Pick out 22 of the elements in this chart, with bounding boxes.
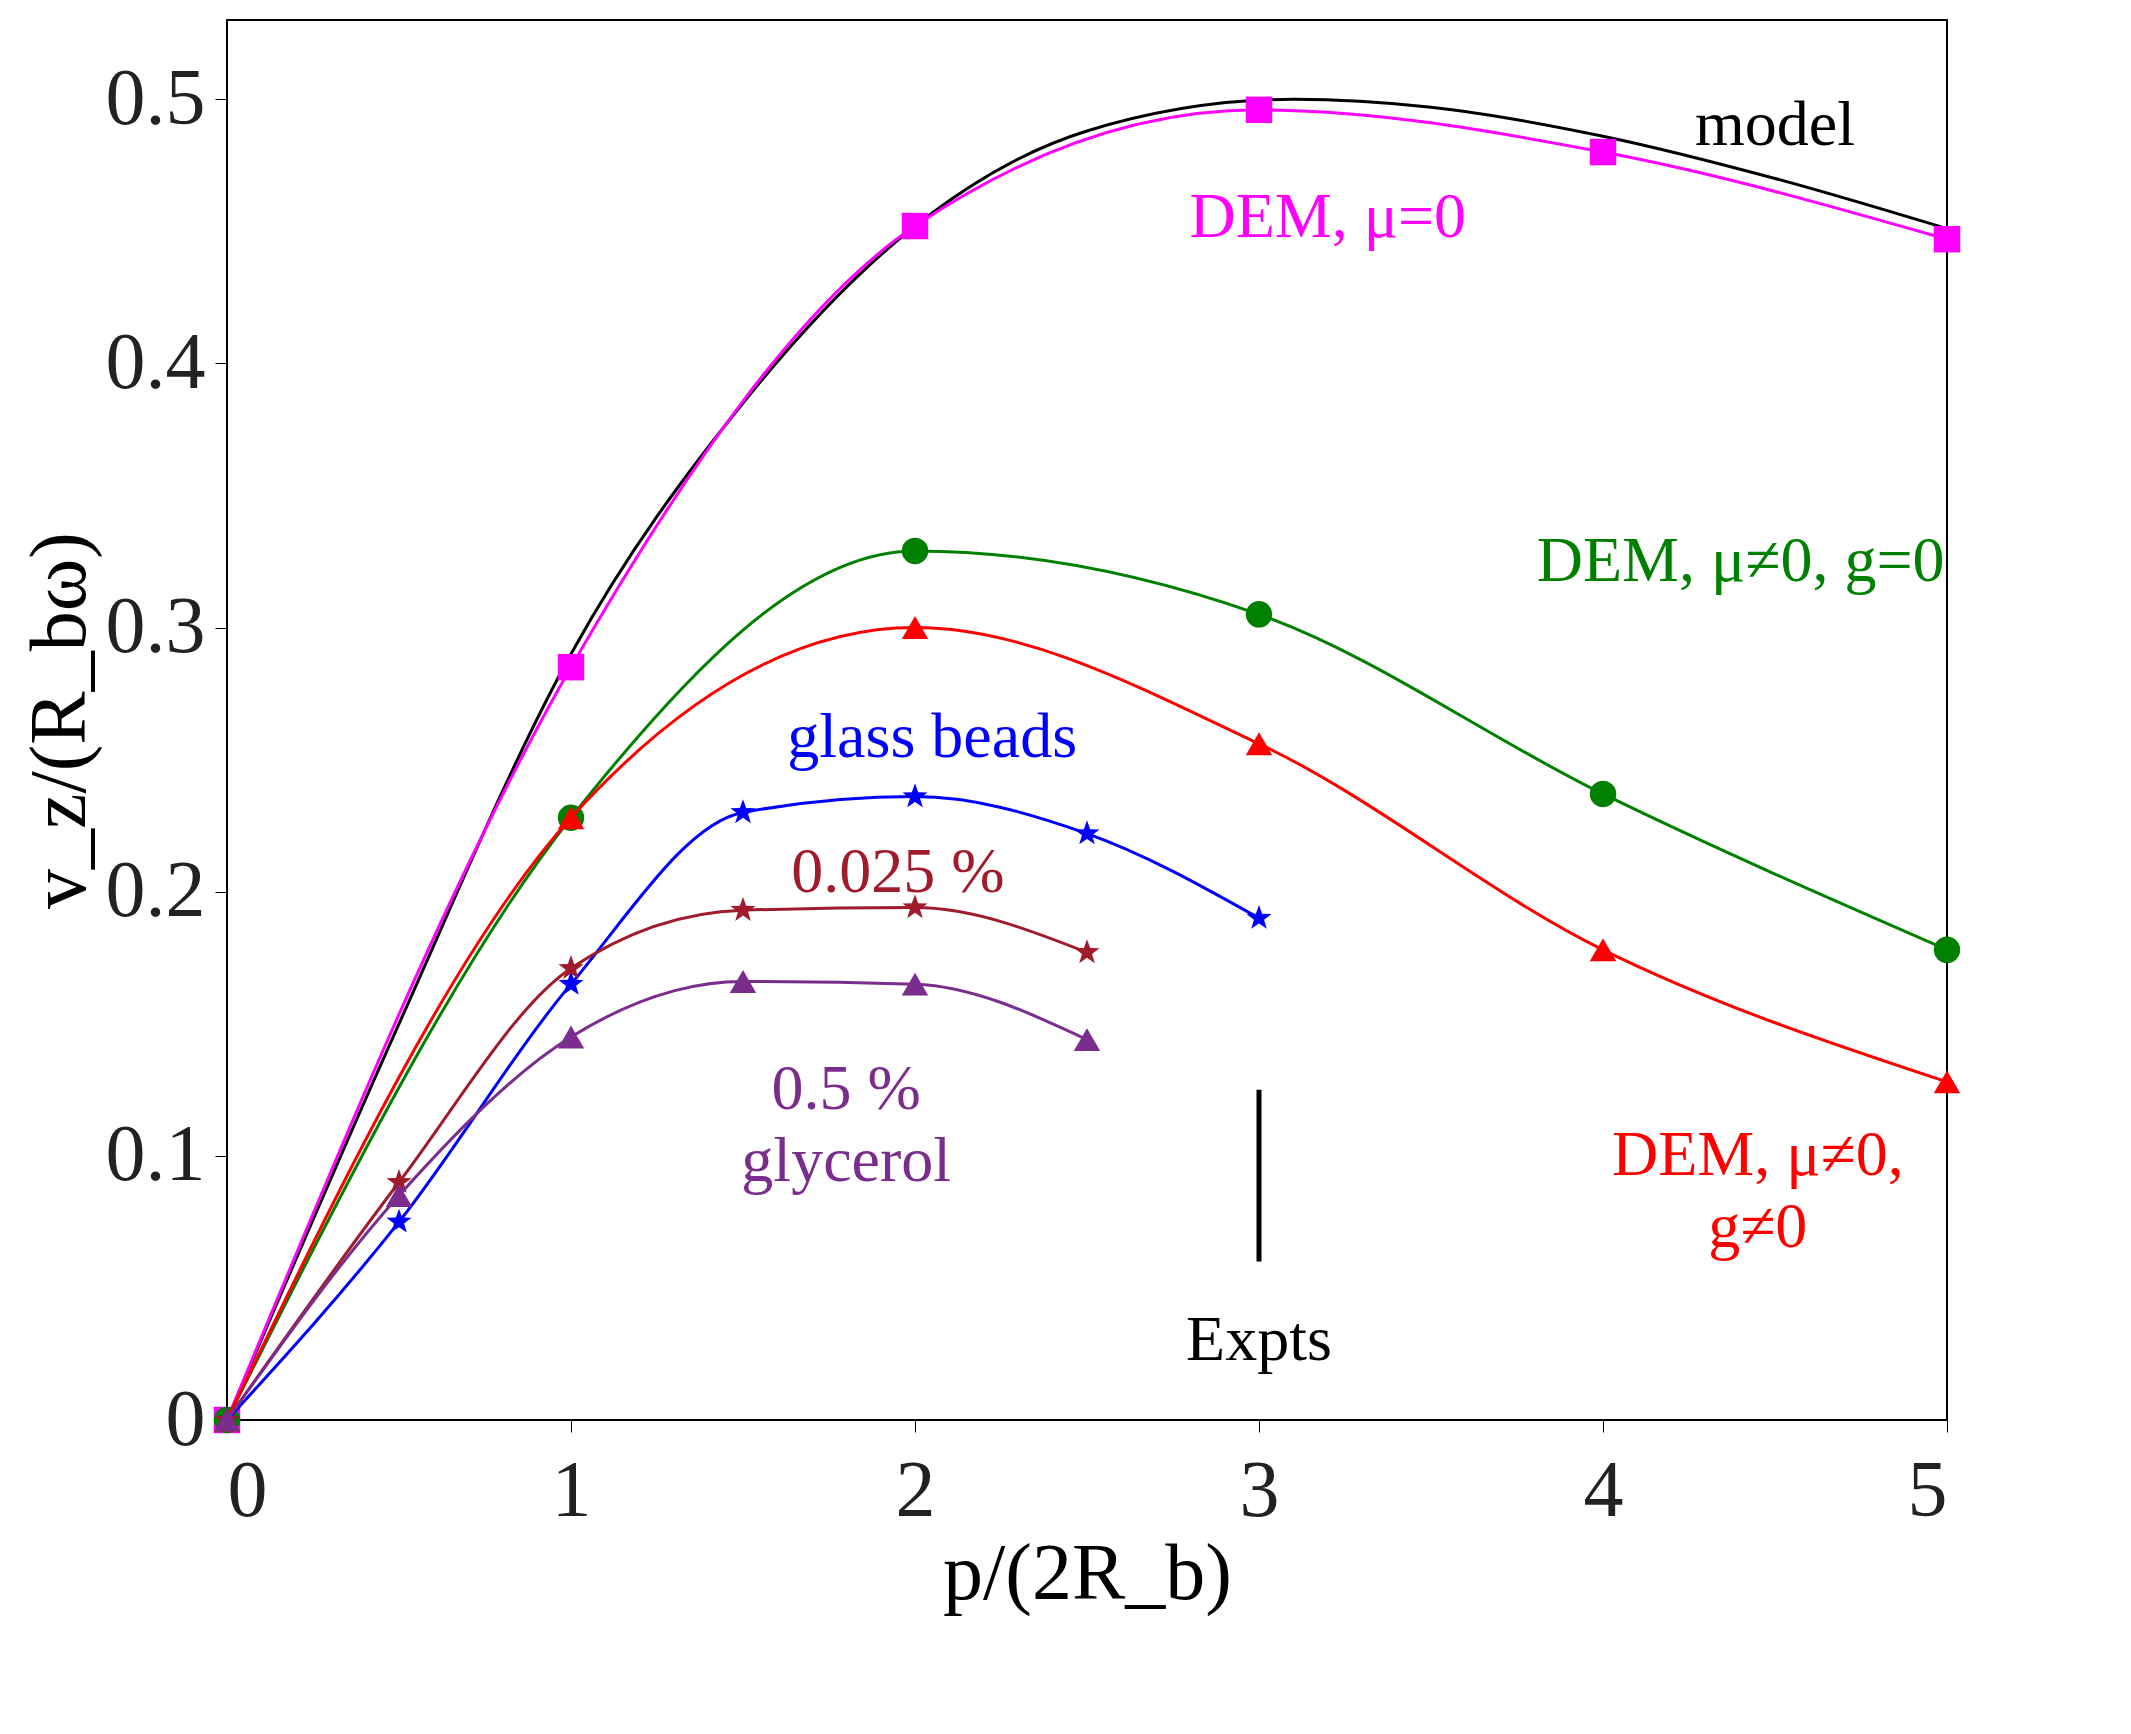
y-tick-label: 0 xyxy=(165,1373,206,1462)
annotation: Expts xyxy=(1186,1302,1332,1374)
x-tick-label: 1 xyxy=(551,1444,592,1533)
text: DEM, μ≠0, g=0 xyxy=(1536,523,1945,595)
x-tick-label: 3 xyxy=(1239,1444,1280,1533)
x-tick-label: 0 xyxy=(227,1444,268,1533)
series-label: DEM, μ=0 xyxy=(1189,180,1467,252)
x-tick-label: 5 xyxy=(1907,1444,1948,1533)
series-label: model xyxy=(1695,87,1855,159)
y-tick-label: 0.4 xyxy=(105,316,206,405)
series-label: 0.5 % glycerol xyxy=(741,1051,952,1195)
y-tick-label: 0.5 xyxy=(105,52,206,141)
y-axis-title: v_z/(R_bω) xyxy=(13,531,103,910)
y-tick-label: 0.2 xyxy=(105,845,206,934)
x-tick-label: 4 xyxy=(1583,1444,1624,1533)
series-label: DEM, μ≠0, g≠0 xyxy=(1611,1117,1904,1261)
x-axis-title: p/(2R_b) xyxy=(943,1527,1232,1617)
y-tick-label: 0.3 xyxy=(105,581,206,670)
x-tick-label: 2 xyxy=(895,1444,936,1533)
series-label: 0.025 % xyxy=(791,835,1005,907)
series-label: glass beads xyxy=(787,700,1078,772)
y-tick-label: 0.1 xyxy=(105,1109,206,1198)
